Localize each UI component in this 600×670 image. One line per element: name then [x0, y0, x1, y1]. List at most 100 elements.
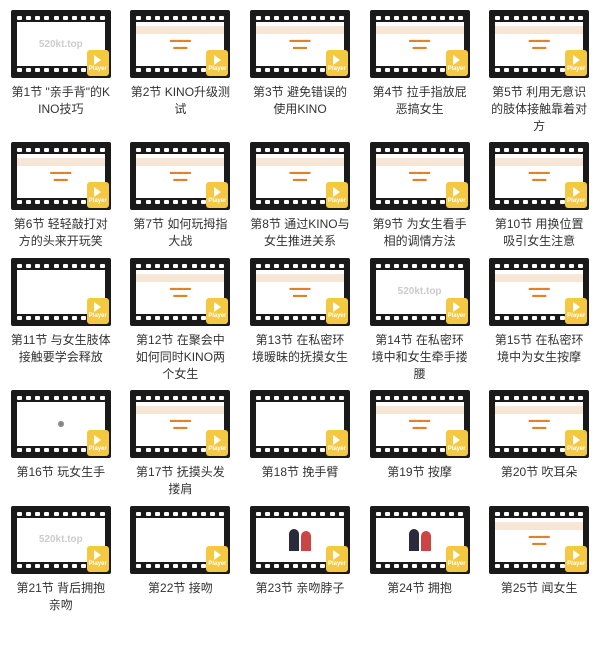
video-item-4[interactable]: ▬▬▬▬▬Player 第4节 拉手指放屁恶搞女生 — [364, 10, 476, 134]
video-title: 第22节 接吻 — [130, 580, 230, 597]
video-thumbnail[interactable]: ▬▬▬▬▬Player — [250, 142, 350, 210]
video-title: 第15节 在私密环境中为女生按摩 — [489, 332, 589, 366]
video-title: 第9节 为女生看手相的调情方法 — [370, 216, 470, 250]
video-item-14[interactable]: 520kt.topPlayer 第14节 在私密环境中和女生牵手搂腰 — [364, 258, 476, 382]
video-item-11[interactable]: Player 第11节 与女生肢体接触要学会释放 — [5, 258, 117, 382]
play-icon[interactable]: Player — [565, 182, 587, 208]
video-item-24[interactable]: Player 第24节 拥抱 — [364, 506, 476, 614]
play-icon[interactable]: Player — [206, 430, 228, 456]
play-icon[interactable]: Player — [565, 430, 587, 456]
play-icon[interactable]: Player — [206, 546, 228, 572]
video-thumbnail[interactable]: ▬▬▬▬▬Player — [370, 142, 470, 210]
video-thumbnail[interactable]: Player — [11, 258, 111, 326]
video-title: 第8节 通过KINO与女生推进关系 — [250, 216, 350, 250]
play-icon[interactable]: Player — [446, 546, 468, 572]
play-icon[interactable]: Player — [206, 298, 228, 324]
video-title: 第2节 KINO升级测试 — [130, 84, 230, 118]
video-item-8[interactable]: ▬▬▬▬▬Player 第8节 通过KINO与女生推进关系 — [244, 142, 356, 250]
video-thumbnail[interactable]: 520kt.topPlayer — [11, 10, 111, 78]
play-icon[interactable]: Player — [206, 182, 228, 208]
video-thumbnail[interactable]: Player — [370, 506, 470, 574]
video-thumbnail[interactable]: ▬▬▬▬▬Player — [130, 390, 230, 458]
video-item-18[interactable]: Player 第18节 挽手臂 — [244, 390, 356, 498]
play-icon[interactable]: Player — [87, 182, 109, 208]
video-thumbnail[interactable]: ▬▬▬▬▬Player — [370, 390, 470, 458]
video-title: 第24节 拥抱 — [370, 580, 470, 597]
video-item-12[interactable]: ▬▬▬▬▬Player 第12节 在聚会中如何同时KINO两个女生 — [125, 258, 237, 382]
play-icon[interactable]: Player — [206, 50, 228, 76]
video-title: 第17节 抚摸头发搂肩 — [130, 464, 230, 498]
play-icon[interactable]: Player — [326, 50, 348, 76]
play-icon[interactable]: Player — [87, 430, 109, 456]
video-title: 第10节 用换位置吸引女生注意 — [489, 216, 589, 250]
video-title: 第23节 亲吻脖子 — [250, 580, 350, 597]
play-icon[interactable]: Player — [87, 298, 109, 324]
video-item-7[interactable]: ▬▬▬▬▬Player 第7节 如何玩拇指大战 — [125, 142, 237, 250]
video-title: 第6节 轻轻敲打对方的头来开玩笑 — [11, 216, 111, 250]
video-item-21[interactable]: 520kt.topPlayer 第21节 背后拥抱亲吻 — [5, 506, 117, 614]
play-icon[interactable]: Player — [565, 50, 587, 76]
video-item-6[interactable]: ▬▬▬▬▬Player 第6节 轻轻敲打对方的头来开玩笑 — [5, 142, 117, 250]
video-item-9[interactable]: ▬▬▬▬▬Player 第9节 为女生看手相的调情方法 — [364, 142, 476, 250]
play-icon[interactable]: Player — [446, 430, 468, 456]
video-item-19[interactable]: ▬▬▬▬▬Player 第19节 按摩 — [364, 390, 476, 498]
video-item-25[interactable]: ▬▬▬▬▬Player 第25节 闻女生 — [483, 506, 595, 614]
play-icon[interactable]: Player — [446, 182, 468, 208]
video-item-23[interactable]: Player 第23节 亲吻脖子 — [244, 506, 356, 614]
video-item-13[interactable]: ▬▬▬▬▬Player 第13节 在私密环境暧昧的抚摸女生 — [244, 258, 356, 382]
video-title: 第25节 闻女生 — [489, 580, 589, 597]
play-icon[interactable]: Player — [565, 546, 587, 572]
video-thumbnail[interactable]: ▬▬▬▬▬Player — [250, 258, 350, 326]
video-item-3[interactable]: ▬▬▬▬▬Player 第3节 避免错误的使用KINO — [244, 10, 356, 134]
video-thumbnail[interactable]: 520kt.topPlayer — [370, 258, 470, 326]
video-title: 第18节 挽手臂 — [250, 464, 350, 481]
video-thumbnail[interactable]: ▬▬▬▬▬Player — [489, 390, 589, 458]
video-thumbnail[interactable]: ▬▬▬▬▬Player — [489, 506, 589, 574]
play-icon[interactable]: Player — [446, 50, 468, 76]
video-title: 第20节 吹耳朵 — [489, 464, 589, 481]
video-title: 第16节 玩女生手 — [11, 464, 111, 481]
video-item-5[interactable]: ▬▬▬▬▬Player 第5节 利用无意识的肢体接触靠着对方 — [483, 10, 595, 134]
video-title: 第13节 在私密环境暧昧的抚摸女生 — [250, 332, 350, 366]
video-title: 第21节 背后拥抱亲吻 — [11, 580, 111, 614]
video-item-10[interactable]: ▬▬▬▬▬Player 第10节 用换位置吸引女生注意 — [483, 142, 595, 250]
video-thumbnail[interactable]: Player — [250, 506, 350, 574]
video-title: 第14节 在私密环境中和女生牵手搂腰 — [370, 332, 470, 382]
video-title: 第12节 在聚会中如何同时KINO两个女生 — [130, 332, 230, 382]
play-icon[interactable]: Player — [446, 298, 468, 324]
video-title: 第7节 如何玩拇指大战 — [130, 216, 230, 250]
video-title: 第3节 避免错误的使用KINO — [250, 84, 350, 118]
video-grid: 520kt.topPlayer第1节 "亲手背"的KINO技巧▬▬▬▬▬Play… — [5, 10, 595, 614]
video-item-15[interactable]: ▬▬▬▬▬Player 第15节 在私密环境中为女生按摩 — [483, 258, 595, 382]
video-thumbnail[interactable]: ▬▬▬▬▬Player — [250, 10, 350, 78]
video-thumbnail[interactable]: ▬▬▬▬▬Player — [489, 258, 589, 326]
video-title: 第4节 拉手指放屁恶搞女生 — [370, 84, 470, 118]
play-icon[interactable]: Player — [87, 50, 109, 76]
play-icon[interactable]: Player — [565, 298, 587, 324]
video-item-16[interactable]: Player 第16节 玩女生手 — [5, 390, 117, 498]
video-item-20[interactable]: ▬▬▬▬▬Player 第20节 吹耳朵 — [483, 390, 595, 498]
video-item-22[interactable]: Player 第22节 接吻 — [125, 506, 237, 614]
video-item-1[interactable]: 520kt.topPlayer第1节 "亲手背"的KINO技巧 — [5, 10, 117, 134]
video-thumbnail[interactable]: ▬▬▬▬▬Player — [489, 10, 589, 78]
play-icon[interactable]: Player — [326, 430, 348, 456]
video-thumbnail[interactable]: Player — [11, 390, 111, 458]
video-thumbnail[interactable]: ▬▬▬▬▬Player — [130, 258, 230, 326]
video-title: 第11节 与女生肢体接触要学会释放 — [11, 332, 111, 366]
play-icon[interactable]: Player — [87, 546, 109, 572]
video-item-2[interactable]: ▬▬▬▬▬Player 第2节 KINO升级测试 — [125, 10, 237, 134]
video-thumbnail[interactable]: ▬▬▬▬▬Player — [489, 142, 589, 210]
video-title: 第19节 按摩 — [370, 464, 470, 481]
video-thumbnail[interactable]: 520kt.topPlayer — [11, 506, 111, 574]
play-icon[interactable]: Player — [326, 298, 348, 324]
video-thumbnail[interactable]: Player — [250, 390, 350, 458]
video-thumbnail[interactable]: ▬▬▬▬▬Player — [130, 10, 230, 78]
video-thumbnail[interactable]: ▬▬▬▬▬Player — [11, 142, 111, 210]
play-icon[interactable]: Player — [326, 546, 348, 572]
play-icon[interactable]: Player — [326, 182, 348, 208]
video-item-17[interactable]: ▬▬▬▬▬Player 第17节 抚摸头发搂肩 — [125, 390, 237, 498]
video-thumbnail[interactable]: ▬▬▬▬▬Player — [130, 142, 230, 210]
video-title: 第5节 利用无意识的肢体接触靠着对方 — [489, 84, 589, 134]
video-thumbnail[interactable]: ▬▬▬▬▬Player — [370, 10, 470, 78]
video-thumbnail[interactable]: Player — [130, 506, 230, 574]
